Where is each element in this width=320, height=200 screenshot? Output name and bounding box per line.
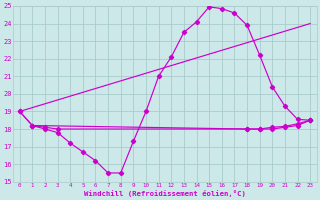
X-axis label: Windchill (Refroidissement éolien,°C): Windchill (Refroidissement éolien,°C) — [84, 190, 246, 197]
